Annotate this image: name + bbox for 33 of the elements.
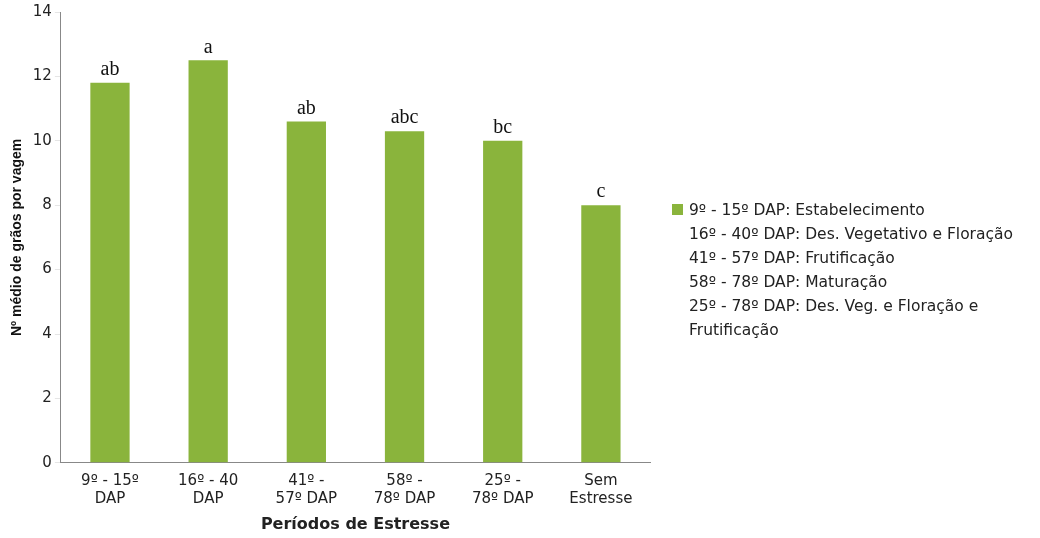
- text: 25º - 78º DAP: Des. Veg. e Floração e Frutificação: [688, 296, 980, 341]
- annotation: c: [596, 179, 606, 202]
- annotation: a: [203, 34, 213, 57]
- y-tick-label: 10: [32, 130, 52, 149]
- bar: [188, 60, 228, 463]
- annotation: bc: [493, 115, 513, 138]
- y-tick-label: 14: [32, 1, 52, 20]
- x-tick-label: 25º - 78º DAP: [471, 470, 534, 507]
- text: 41º - 57º DAP: Frutificação: [688, 248, 896, 269]
- bar: [286, 121, 326, 463]
- y-tick-label: 2: [42, 388, 52, 407]
- annotation: abc: [390, 105, 419, 128]
- legend-label: 9º - 15º DAP: Estabelecimento: [689, 200, 925, 221]
- y-tick-label: 8: [42, 195, 52, 214]
- y-tick-label: 0: [42, 452, 52, 471]
- x-tick-label: 58º - 78º DAP: [373, 470, 436, 507]
- x-axis-title: Períodos de Estresse: [260, 513, 451, 533]
- bar: [90, 82, 130, 463]
- annotation: ab: [296, 95, 316, 118]
- text: 16º - 40º DAP: Des. Vegetativo e Floração: [688, 224, 1014, 245]
- bar: [384, 131, 425, 463]
- y-tick-label: 12: [32, 66, 52, 85]
- x-tick-label: 9º - 15º DAP: [81, 470, 139, 507]
- x-tick-label: 41º - 57º DAP: [275, 470, 338, 507]
- x-tick-label: 16º - 40 DAP: [178, 470, 239, 507]
- text: 58º - 78º DAP: Maturação: [688, 272, 889, 293]
- y-tick-label: 4: [42, 323, 52, 342]
- y-tick-label: 6: [42, 259, 52, 278]
- x-tick-label: Sem Estresse: [569, 470, 633, 507]
- bar: [581, 205, 621, 463]
- y-axis-title: Nº médio de grãos por vagem: [8, 138, 25, 337]
- annotation: ab: [100, 57, 120, 80]
- bar: [483, 140, 523, 463]
